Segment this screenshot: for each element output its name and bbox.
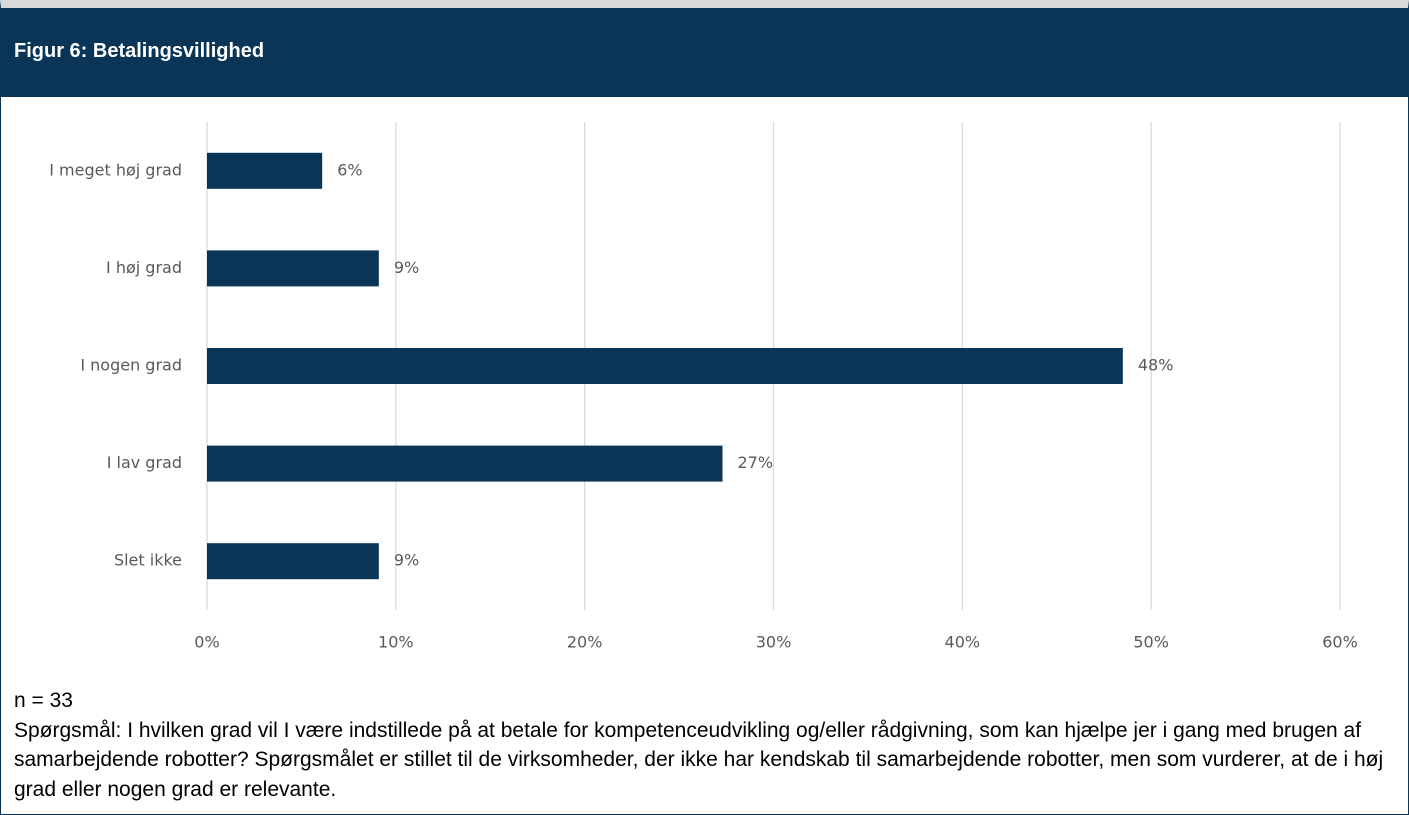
y-tick-label: Slet ikke	[114, 551, 182, 570]
note: n = 33	[14, 689, 73, 712]
bar	[207, 543, 379, 580]
note: Spørgsmål: I hvilken grad vil I være ind…	[14, 718, 1384, 801]
x-tick-label: 60%	[1322, 633, 1358, 652]
x-tick-label: 10%	[378, 633, 414, 652]
x-tick-label: 40%	[945, 633, 981, 652]
data-label: 27%	[738, 453, 774, 472]
y-tick-label: I nogen grad	[80, 356, 182, 375]
data-label: 9%	[394, 258, 419, 277]
header: Figur 6: Betalingsvillighed	[0, 8, 1409, 97]
chart-title: Figur 6: Betalingsvillighed	[14, 40, 265, 62]
bar	[207, 348, 1123, 384]
data-label: 48%	[1138, 356, 1174, 375]
data-label: 6%	[337, 160, 362, 179]
y-tick-label: I høj grad	[106, 258, 182, 277]
x-tick-label: 30%	[756, 633, 792, 652]
bar	[207, 250, 379, 287]
notes: n = 33 Spørgsmål: I hvilken grad vil I v…	[14, 686, 1384, 804]
data-label: 9%	[394, 551, 419, 570]
x-tick-label: 20%	[567, 633, 603, 652]
bar	[207, 445, 723, 482]
y-tick-label: I lav grad	[107, 453, 182, 472]
x-tick-label: 50%	[1133, 633, 1169, 652]
y-tick-label: I meget høj grad	[49, 160, 182, 179]
bar	[207, 152, 323, 189]
chart: 0% 10% 20% 30% 40% 50% 60% I meget høj grad 6% I …	[49, 122, 1358, 652]
x-tick-label: 0%	[194, 633, 219, 652]
